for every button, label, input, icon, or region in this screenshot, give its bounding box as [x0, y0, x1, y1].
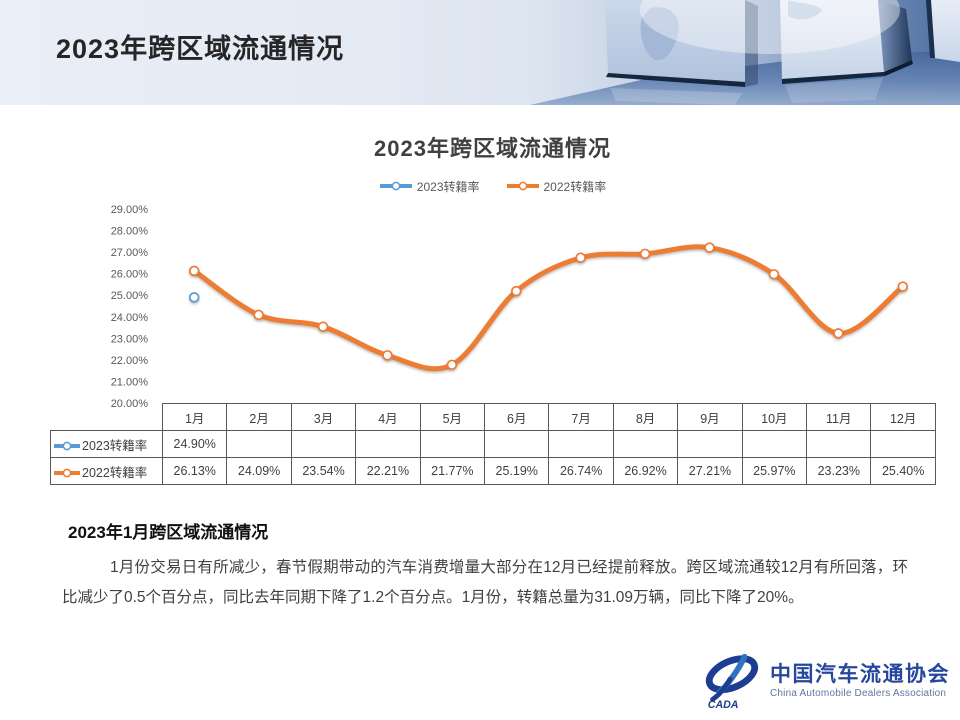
data-point-marker: [833, 328, 844, 339]
slide-header: 2023年跨区域流通情况: [0, 0, 960, 105]
series-name: 2022转籍率: [82, 465, 148, 480]
value-cell: 23.54%: [290, 457, 357, 485]
month-header-cell: 11月: [806, 403, 872, 431]
table-row: 2022转籍率 26.13% 24.09% 23.54% 22.21% 21.77% 25.…: [50, 457, 936, 485]
value-cell: [484, 430, 550, 458]
logo-name-en: China Automobile Dealers Association: [770, 688, 947, 700]
data-point-marker: [317, 321, 329, 332]
value-cell: [355, 430, 421, 458]
value-cell: [226, 430, 292, 458]
data-point-marker: [511, 285, 522, 297]
yaxis-tick-label: 20.00%: [111, 398, 149, 410]
yaxis-tick-label: 29.00%: [111, 204, 149, 216]
cada-logo-icon: CADA: [705, 653, 759, 710]
legend-key-icon: [54, 441, 80, 451]
page-title: 2023年跨区域流通情况: [56, 34, 345, 64]
month-header-cell: 9月: [677, 403, 743, 431]
yaxis-tick-label: 25.00%: [111, 290, 149, 302]
value-cell: [419, 430, 486, 458]
series-name: 2023转籍率: [82, 438, 148, 453]
series-label-cell: 2022转籍率: [50, 457, 163, 485]
value-cell: [741, 430, 808, 458]
legend-item: 2023转籍率: [379, 178, 480, 195]
value-cell: 25.19%: [484, 457, 550, 485]
value-cell: 26.74%: [548, 457, 614, 485]
data-point-marker: [897, 281, 909, 292]
note-heading: 2023年1月跨区域流通情况: [68, 523, 269, 542]
note-body: 1月份交易日有所减少，春节假期带动的汽车消费增量大部分在12月已经提前释放。跨区…: [62, 559, 908, 607]
legend-key-icon: [54, 468, 80, 478]
legend-item: 2022转籍率: [506, 178, 607, 195]
value-cell: 27.21%: [677, 457, 743, 485]
value-cell: [612, 430, 679, 458]
legend-label: 2023转籍率: [416, 179, 480, 194]
data-point-marker: [704, 242, 715, 253]
value-cell: 23.23%: [806, 457, 872, 485]
yaxis-tick-label: 28.00%: [111, 226, 149, 238]
data-point-marker: [382, 350, 393, 361]
logo-text: 中国汽车流通协会 China Automobile Dealers Associ…: [770, 661, 950, 699]
month-header-cell: 12月: [870, 403, 936, 431]
yaxis-tick-label: 24.00%: [111, 312, 149, 324]
month-header-cell: 10月: [741, 403, 808, 431]
legend-label: 2022转籍率: [543, 179, 607, 194]
value-cell: 26.13%: [161, 457, 228, 485]
month-header-cell: 3月: [290, 403, 357, 431]
value-cell: 21.77%: [419, 457, 486, 485]
legend-key-icon: [379, 181, 412, 191]
month-header-cell: 2月: [226, 403, 292, 431]
logo: CADA 中国汽车流通协会 China Automobile Dealers A…: [700, 650, 950, 710]
yaxis-tick-label: 26.00%: [111, 269, 149, 281]
data-point-marker: [768, 269, 780, 280]
data-point-marker: [575, 252, 586, 263]
data-point-marker: [188, 265, 200, 277]
value-cell: 26.92%: [612, 457, 679, 485]
logo-name-cn: 中国汽车流通协会: [770, 660, 950, 686]
month-header-cell: 7月: [548, 403, 614, 431]
value-cell: 25.40%: [870, 457, 936, 485]
chart-section: 2023年跨区域流通情况 2023转籍率 2022转籍率 20.00% 21.00%…: [50, 131, 936, 485]
value-cell: [870, 430, 936, 458]
chart-title: 2023年跨区域流通情况: [374, 136, 611, 161]
value-cell: 24.09%: [226, 457, 292, 485]
chart-data-table: 1月 2月 3月 4月 5月 6月 7月 8月 9月 10月 11月 12月 2023转籍率 24.90%…: [50, 403, 936, 485]
yaxis-tick-label: 21.00%: [111, 376, 149, 388]
line-chart: 20.00% 21.00% 22.00% 23.00% 24.00% 25.00% 26.0…: [111, 204, 909, 410]
series-label-cell: 2023转籍率: [50, 430, 163, 458]
data-point-marker: [188, 292, 200, 303]
value-cell: [677, 430, 743, 458]
yaxis-tick-label: 27.00%: [111, 247, 149, 259]
yaxis-tick-label: 23.00%: [111, 333, 149, 345]
value-cell: [290, 430, 357, 458]
data-point-marker: [446, 359, 458, 371]
data-point-marker: [639, 248, 651, 260]
value-cell: [548, 430, 614, 458]
month-header-cell: 6月: [484, 403, 550, 431]
yaxis-tick-label: 22.00%: [111, 355, 149, 367]
value-cell: 22.21%: [355, 457, 421, 485]
series-line: [191, 244, 906, 372]
legend-key-icon: [506, 181, 539, 191]
month-header-cell: 4月: [355, 403, 421, 431]
data-point-marker: [253, 309, 264, 321]
month-header-cell: 5月: [419, 403, 486, 431]
chart-legend: 2023转籍率 2022转籍率: [50, 178, 935, 195]
month-header-cell: 8月: [612, 403, 679, 431]
commentary-section: 2023年1月跨区域流通情况 1月份交易日有所减少，春节假期带动的汽车消费增量大…: [50, 518, 920, 613]
cubes-decoration-image: [530, 0, 960, 105]
logo-mark-text: CADA: [708, 699, 739, 710]
value-cell: 25.97%: [741, 457, 808, 485]
value-cell: [806, 430, 872, 458]
month-header-cell: 1月: [161, 403, 228, 431]
value-cell: 24.90%: [161, 430, 228, 458]
table-row: 2023转籍率 24.90%: [50, 430, 936, 458]
